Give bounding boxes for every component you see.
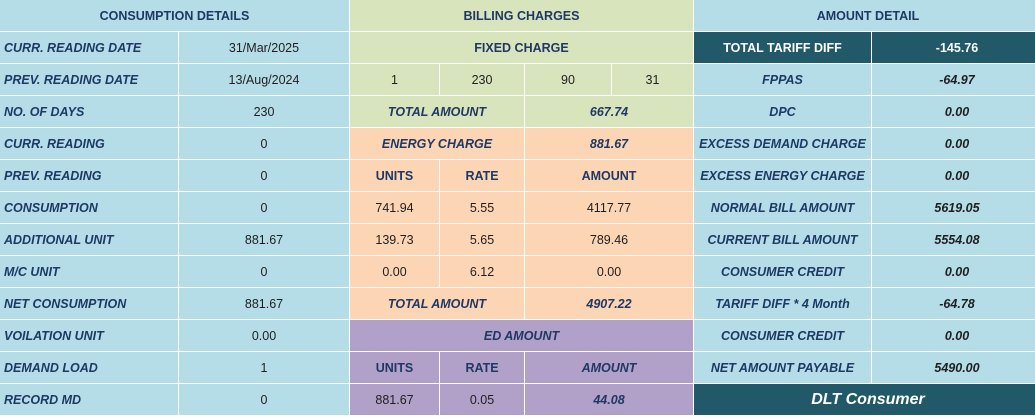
energy-amount: 0.00 xyxy=(525,256,693,288)
consumption-label: RECORD MD xyxy=(0,384,178,416)
amount-label: TARIFF DIFF * 4 Month xyxy=(694,288,871,320)
fixed-charge-value: 31 xyxy=(612,64,693,96)
consumption-value: 230 xyxy=(179,96,349,128)
consumption-label: CONSUMPTION xyxy=(0,192,178,224)
consumption-label: PREV. READING DATE xyxy=(0,64,178,96)
energy-units: 741.94 xyxy=(350,192,439,224)
amount-value: 0.00 xyxy=(872,160,1035,192)
amount-value: -64.78 xyxy=(872,288,1035,320)
amount-value: 5554.08 xyxy=(872,224,1035,256)
amount-label: EXCESS ENERGY CHARGE xyxy=(694,160,871,192)
energy-amount: 789.46 xyxy=(525,224,693,256)
fixed-total-value: 667.74 xyxy=(525,96,693,128)
billing-charges-header: BILLING CHARGES xyxy=(350,0,693,32)
fixed-charge-value: 230 xyxy=(440,64,524,96)
consumption-label: PREV. READING xyxy=(0,160,178,192)
consumption-value: 1 xyxy=(179,352,349,384)
consumption-label: ADDITIONAL UNIT xyxy=(0,224,178,256)
consumption-label: VOILATION UNIT xyxy=(0,320,178,352)
consumption-label: M/C UNIT xyxy=(0,256,178,288)
consumption-label: DEMAND LOAD xyxy=(0,352,178,384)
energy-col-rate: RATE xyxy=(440,160,524,192)
fixed-total-label: TOTAL AMOUNT xyxy=(350,96,524,128)
amount-value: 0.00 xyxy=(872,96,1035,128)
ed-col-amount: AMOUNT xyxy=(525,352,693,384)
total-tariff-diff-label: TOTAL TARIFF DIFF xyxy=(694,32,871,64)
amount-value: 0.00 xyxy=(872,256,1035,288)
ed-units: 881.67 xyxy=(350,384,439,416)
energy-charge-value: 881.67 xyxy=(525,128,693,160)
consumption-value: 31/Mar/2025 xyxy=(179,32,349,64)
amount-label: NORMAL BILL AMOUNT xyxy=(694,192,871,224)
amount-label: CURRENT BILL AMOUNT xyxy=(694,224,871,256)
amount-label: CONSUMER CREDIT xyxy=(694,256,871,288)
consumer-type-label: DLT Consumer xyxy=(694,384,1035,416)
energy-rate: 5.65 xyxy=(440,224,524,256)
fixed-charge-value: 1 xyxy=(350,64,439,96)
amount-label: EXCESS DEMAND CHARGE xyxy=(694,128,871,160)
consumption-value: 881.67 xyxy=(179,288,349,320)
energy-col-amount: AMOUNT xyxy=(525,160,693,192)
energy-total-value: 4907.22 xyxy=(525,288,693,320)
energy-col-units: UNITS xyxy=(350,160,439,192)
amount-label: CONSUMER CREDIT xyxy=(694,320,871,352)
energy-amount: 4117.77 xyxy=(525,192,693,224)
consumption-value: 0 xyxy=(179,256,349,288)
consumption-value: 0 xyxy=(179,192,349,224)
consumption-value: 13/Aug/2024 xyxy=(179,64,349,96)
energy-charge-label: ENERGY CHARGE xyxy=(350,128,524,160)
consumption-value: 0 xyxy=(179,160,349,192)
ed-rate: 0.05 xyxy=(440,384,524,416)
energy-total-label: TOTAL AMOUNT xyxy=(350,288,524,320)
amount-value: 0.00 xyxy=(872,128,1035,160)
consumption-value: 0 xyxy=(179,384,349,416)
consumption-label: CURR. READING xyxy=(0,128,178,160)
energy-units: 139.73 xyxy=(350,224,439,256)
energy-rate: 5.55 xyxy=(440,192,524,224)
ed-amount-header: ED AMOUNT xyxy=(350,320,693,352)
consumption-label: CURR. READING DATE xyxy=(0,32,178,64)
ed-col-units: UNITS xyxy=(350,352,439,384)
total-tariff-diff-value: -145.76 xyxy=(872,32,1035,64)
amount-value: 0.00 xyxy=(872,320,1035,352)
energy-units: 0.00 xyxy=(350,256,439,288)
amount-value: 5490.00 xyxy=(872,352,1035,384)
fixed-charge-value: 90 xyxy=(525,64,611,96)
energy-rate: 6.12 xyxy=(440,256,524,288)
amount-value: 5619.05 xyxy=(872,192,1035,224)
consumption-label: NET CONSUMPTION xyxy=(0,288,178,320)
amount-detail-header: AMOUNT DETAIL xyxy=(694,0,1035,32)
amount-label: NET AMOUNT PAYABLE xyxy=(694,352,871,384)
consumption-label: NO. OF DAYS xyxy=(0,96,178,128)
fixed-charge-header: FIXED CHARGE xyxy=(350,32,693,64)
consumption-value: 881.67 xyxy=(179,224,349,256)
amount-label: DPC xyxy=(694,96,871,128)
amount-value: -64.97 xyxy=(872,64,1035,96)
ed-col-rate: RATE xyxy=(440,352,524,384)
consumption-details-header: CONSUMPTION DETAILS xyxy=(0,0,349,32)
consumption-value: 0 xyxy=(179,128,349,160)
amount-label: FPPAS xyxy=(694,64,871,96)
consumption-value: 0.00 xyxy=(179,320,349,352)
ed-amount: 44.08 xyxy=(525,384,693,416)
